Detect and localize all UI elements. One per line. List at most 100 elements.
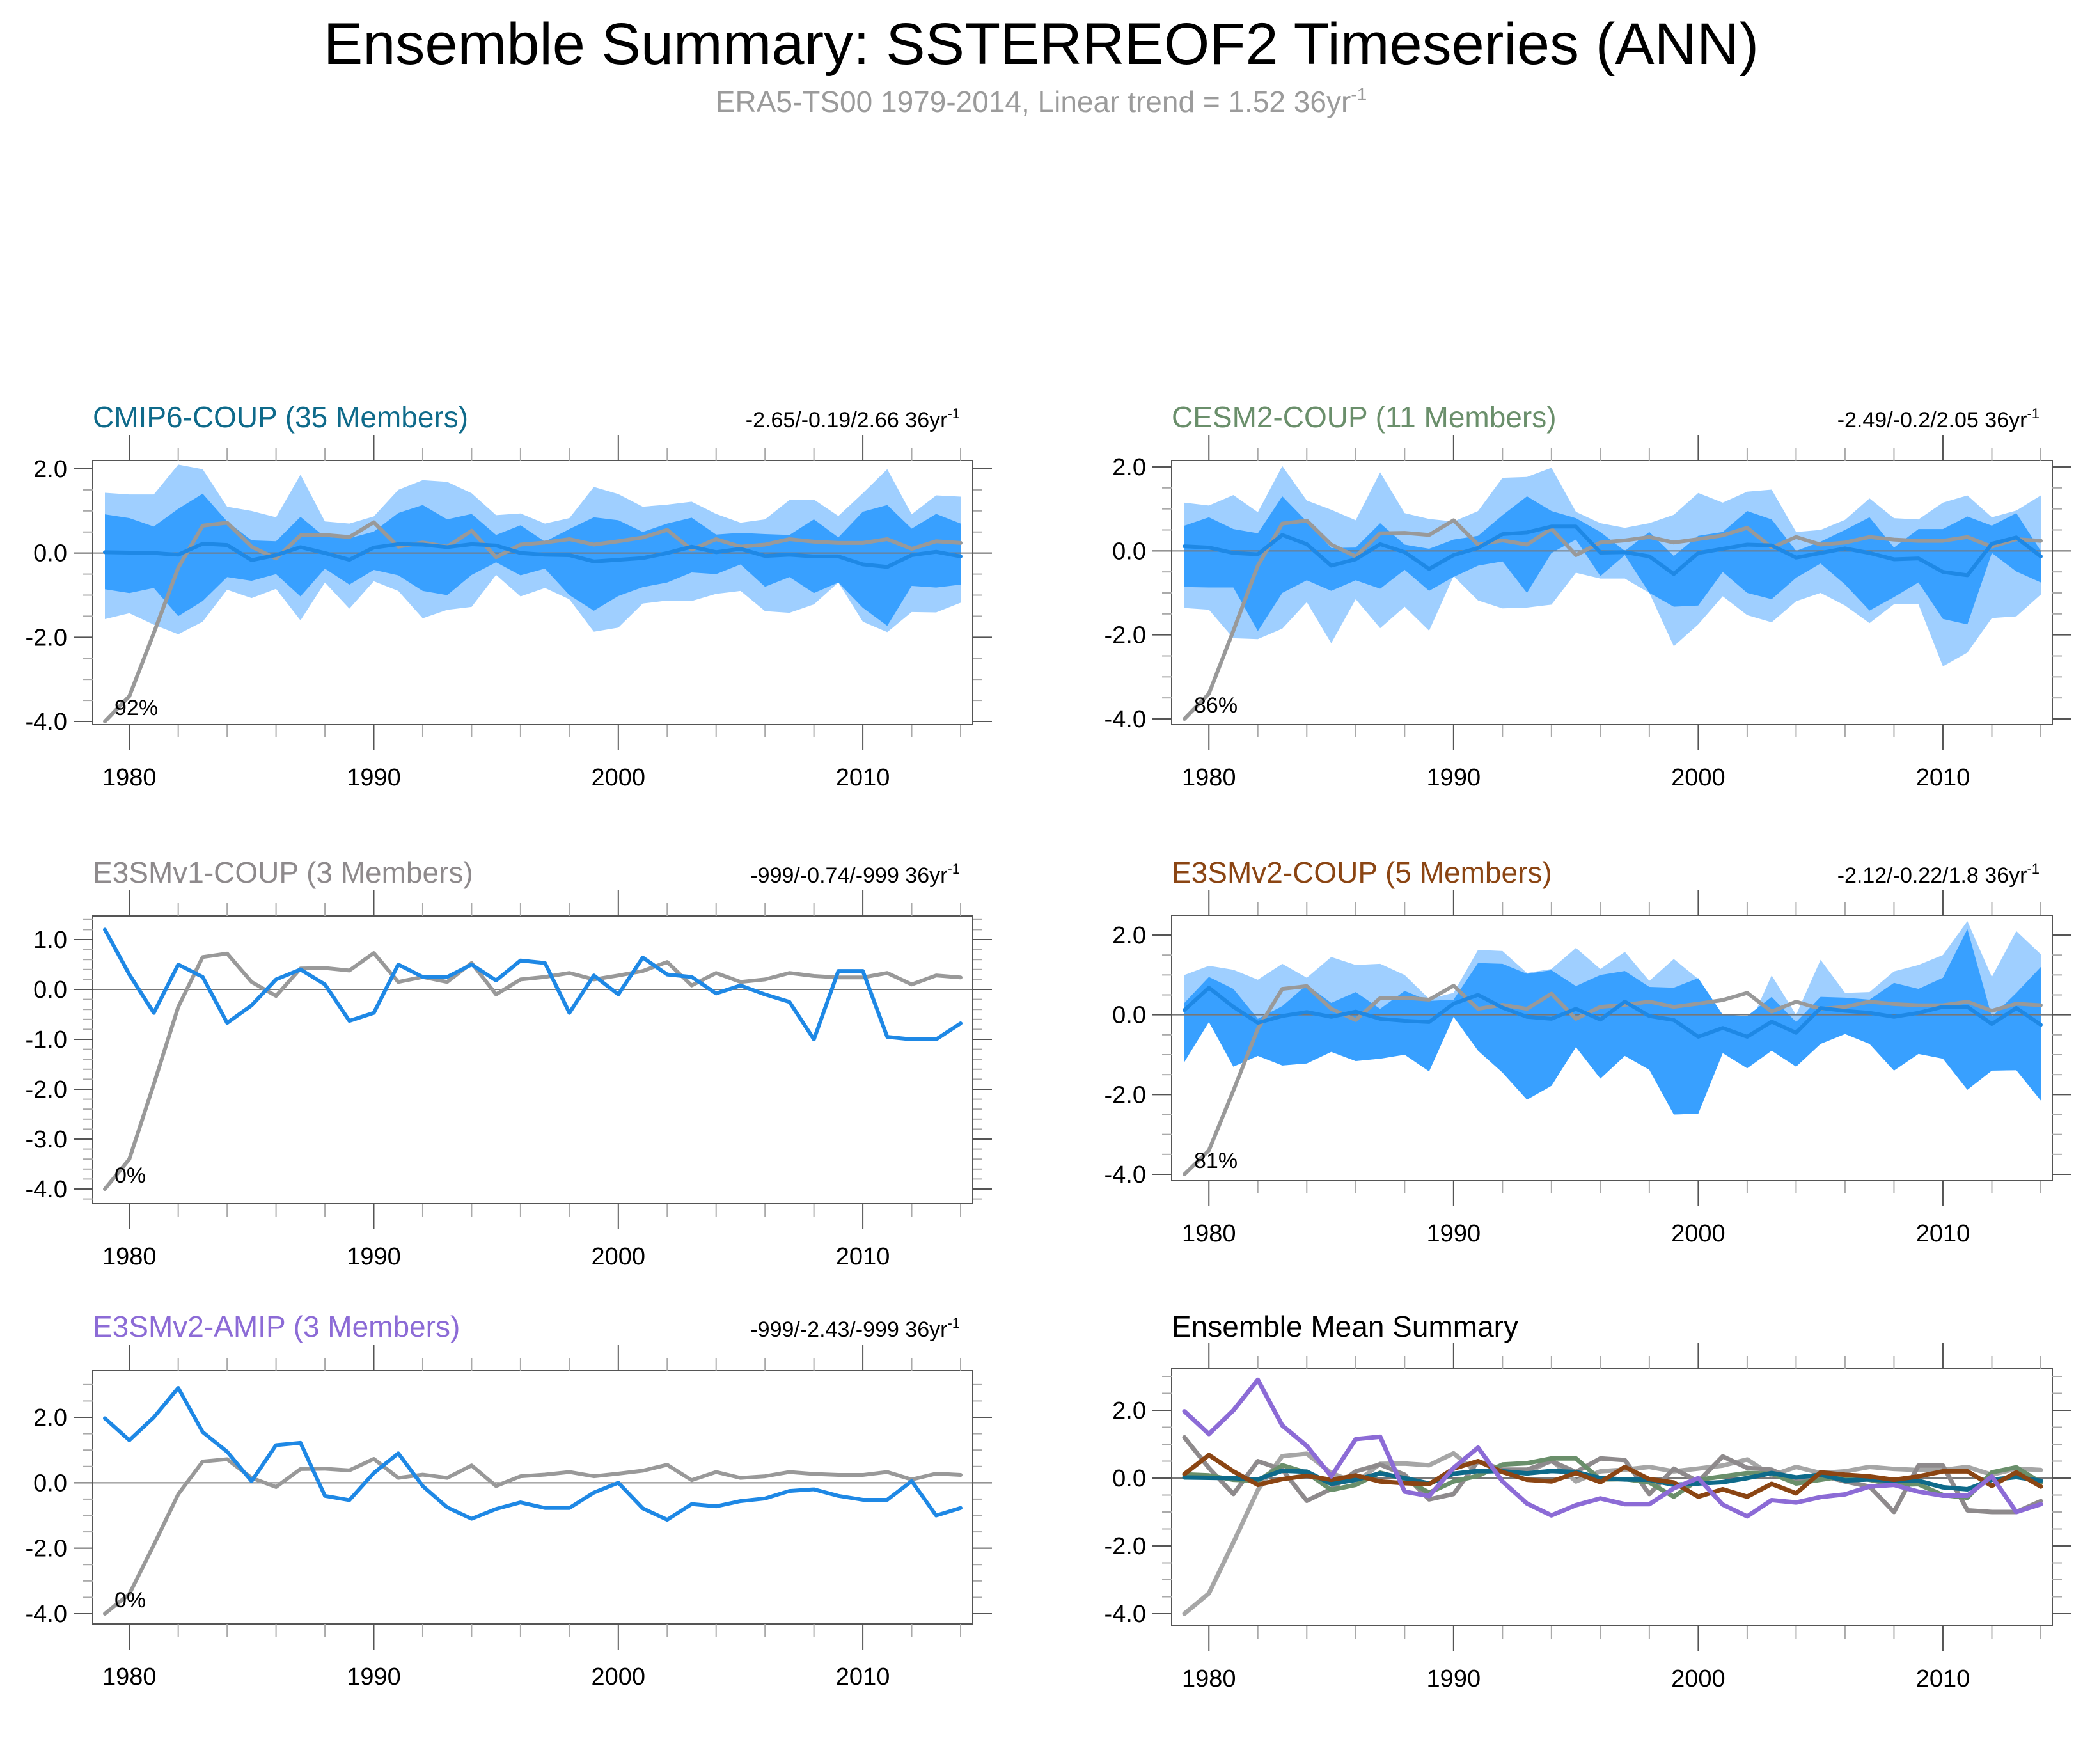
percent-label: 81% [1194,1149,1238,1173]
x-tick-label: 2010 [836,1243,890,1270]
x-tick-label: 1980 [102,1664,157,1690]
y-tick-label: -2.0 [1104,1533,1146,1560]
x-tick-label: 2010 [1916,1666,1970,1692]
trend-label: -999/-2.43/-999 36yr-1 [750,1315,960,1342]
trend-sup: -1 [2027,406,2040,421]
x-tick-label: 2010 [1916,1220,1970,1247]
series-line-amip [1182,1377,2043,1519]
y-tick-label: 1.0 [33,927,67,954]
y-tick-label: 0.0 [1112,538,1146,565]
y-tick-label: -2.0 [26,624,67,651]
x-tick-label: 1990 [1427,764,1481,791]
trend-label: -999/-0.74/-999 36yr-1 [750,861,960,888]
x-tick-label: 2000 [1671,1666,1725,1692]
x-tick-label: 2010 [836,764,890,791]
y-tick-label: -2.0 [1104,622,1146,649]
x-tick-label: 1990 [347,1664,401,1690]
plot-frame [1171,1368,2053,1626]
y-tick-label: -4.0 [26,1176,67,1203]
y-tick-label: -4.0 [1104,1601,1146,1628]
x-tick-label: 1980 [1182,1666,1236,1692]
y-tick-label: -2.0 [26,1076,67,1103]
subtitle: ERA5-TS00 1979-2014, Linear trend = 1.52… [716,84,1367,118]
obs-line [103,1456,963,1616]
x-tick-label: 2000 [592,1243,646,1270]
y-tick-label: 2.0 [1112,1398,1146,1424]
inner-band [105,493,961,626]
trend-label: -2.12/-0.22/1.8 36yr-1 [1837,861,2040,888]
plot-frame [1171,915,2053,1181]
y-tick-label: 2.0 [33,1405,67,1431]
y-tick-label: 2.0 [1112,454,1146,481]
x-tick-label: 1980 [102,764,157,791]
plot-frame [92,915,973,1204]
model-mean-line [103,1385,963,1522]
x-tick-label: 1990 [1427,1666,1481,1692]
y-tick-label: -2.0 [1104,1082,1146,1108]
x-tick-label: 2010 [836,1664,890,1690]
trend-sup: -1 [947,406,960,421]
plot-frame [92,1370,973,1625]
panels: CMIP6-COUP (35 Members) -2.65/-0.19/2.66 … [26,400,2071,1692]
trend-value: -2.49/-0.2/2.05 36yr [1837,408,2027,432]
x-tick-label: 2000 [1671,764,1725,791]
panel-cesm2: CESM2-COUP (11 Members) -2.49/-0.2/2.05 3… [1104,400,2071,791]
model-mean-line [103,927,963,1041]
y-tick-label: -4.0 [1104,706,1146,733]
x-tick-label: 2010 [1916,764,1970,791]
y-tick-label: 0.0 [1112,1002,1146,1029]
trend-sup: -1 [947,1315,960,1331]
series-line-e3smv1 [1182,1435,2043,1515]
main-title: Ensemble Summary: SSTERREOF2 Timeseries … [324,12,1759,77]
obs-line [103,520,963,723]
trend-value: -999/-0.74/-999 36yr [750,863,947,888]
trend-label: -2.49/-0.2/2.05 36yr-1 [1837,406,2040,432]
y-tick-label: 2.0 [1112,922,1146,949]
y-tick-label: -4.0 [26,709,67,736]
inner-band [1184,929,2041,1115]
x-tick-label: 1980 [1182,764,1236,791]
panel-e3smv2: E3SMv2-COUP (5 Members) -2.12/-0.22/1.8 3… [1104,856,2071,1247]
panel-title: CESM2-COUP (11 Members) [1172,400,1557,434]
panel-title: E3SMv1-COUP (3 Members) [93,856,473,889]
trend-value: -999/-2.43/-999 36yr [750,1318,947,1342]
subtitle-sup: -1 [1351,84,1367,104]
model-mean-line [1183,524,2043,578]
y-tick-label: -2.0 [26,1536,67,1563]
obs-line [1183,518,2043,721]
y-tick-label: 0.0 [1112,1465,1146,1492]
x-tick-label: 1980 [102,1243,157,1270]
trend-sup: -1 [947,861,960,877]
x-tick-label: 1990 [347,764,401,791]
obs-line [103,951,963,1191]
inner-band [1184,496,2041,631]
y-tick-label: 0.0 [33,540,67,567]
y-tick-label: -1.0 [26,1027,67,1053]
percent-label: 92% [114,696,158,720]
x-tick-label: 1990 [1427,1220,1481,1247]
panel-e3smv1: E3SMv1-COUP (3 Members) -999/-0.74/-999 3… [26,856,992,1270]
panel-title: CMIP6-COUP (35 Members) [93,400,468,434]
model-mean-line [103,542,963,569]
trend-label: -2.65/-0.19/2.66 36yr-1 [746,406,960,432]
panel-amip: E3SMv2-AMIP (3 Members) -999/-2.43/-999 3… [26,1310,992,1690]
percent-label: 0% [114,1588,146,1612]
y-tick-label: 0.0 [33,1470,67,1497]
outer-band [1184,466,2041,666]
panel-title: E3SMv2-COUP (5 Members) [1172,856,1552,889]
obs-line [1183,984,2043,1176]
x-tick-label: 2000 [592,1664,646,1690]
model-mean-line [1183,986,2043,1039]
percent-label: 0% [114,1163,146,1188]
x-tick-label: 1990 [347,1243,401,1270]
trend-value: -2.65/-0.19/2.66 36yr [746,408,948,432]
panel-title: Ensemble Mean Summary [1172,1310,1518,1343]
x-tick-label: 2000 [592,764,646,791]
panel-summary: Ensemble Mean Summary 2.0 0.0 -2.0 -4.0 1980 1… [1104,1310,2071,1692]
y-tick-label: 0.0 [33,977,67,1004]
series-line-e3smv2 [1182,1453,2043,1499]
subtitle-text: ERA5-TS00 1979-2014, Linear trend = 1.52… [716,85,1351,118]
panel-title: E3SMv2-AMIP (3 Members) [93,1310,460,1343]
trend-value: -2.12/-0.22/1.8 36yr [1837,863,2027,888]
